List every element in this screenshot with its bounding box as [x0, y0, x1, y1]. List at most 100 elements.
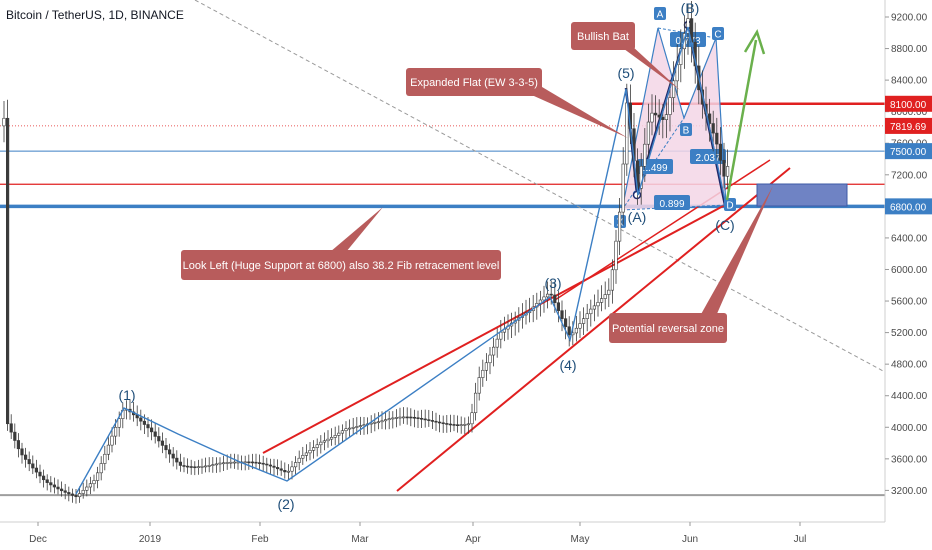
y-tick-label: 4800.00: [891, 360, 928, 371]
candle-up: [725, 166, 730, 177]
price-label-tag: [885, 117, 932, 134]
x-tick-label: 2019: [139, 534, 162, 545]
bat-point-label: C: [714, 30, 721, 41]
candle-up: [243, 461, 247, 464]
candle-up: [96, 472, 100, 481]
ratio-tag: [654, 195, 690, 210]
candle-up: [358, 425, 363, 427]
candle-up: [207, 465, 211, 467]
candle-up: [625, 102, 629, 165]
candle-down: [45, 479, 49, 483]
candle-up: [2, 117, 6, 127]
candle-down: [150, 427, 154, 433]
y-tick-label: 9200.00: [891, 13, 928, 24]
candle-up: [542, 296, 546, 301]
candle-up: [225, 462, 229, 464]
bat-point-label: D: [726, 201, 733, 212]
candle-up: [236, 461, 240, 464]
candle-down: [567, 326, 571, 336]
candle-up: [466, 423, 471, 426]
reversal-zone-callout: Potential reversal zone: [609, 186, 773, 343]
annotations: Bullish Bat Expanded Flat (EW 3-3-5) Look …: [181, 22, 848, 343]
candle-up: [639, 166, 643, 189]
bullish-bat-callout-pointer: [620, 46, 680, 90]
expanded-flat-callout-pointer: [525, 84, 628, 138]
candle-up: [473, 392, 478, 414]
y-tick-label: 5600.00: [891, 297, 928, 308]
candle-up: [308, 450, 312, 454]
x-tick-label: May: [571, 534, 590, 545]
candle-down: [711, 123, 715, 134]
candle-up: [398, 416, 402, 419]
candle-up: [574, 327, 578, 334]
candle-up: [459, 424, 463, 426]
candle-down: [16, 440, 21, 450]
candle-down: [56, 486, 60, 490]
candle-up: [78, 493, 82, 498]
candle-down: [265, 463, 269, 466]
candle-up: [326, 438, 330, 442]
candle-up: [293, 462, 298, 468]
y-tick-label: 3600.00: [891, 454, 928, 465]
candle-down: [272, 465, 276, 468]
candle-up: [394, 417, 399, 419]
candle-up: [373, 422, 377, 424]
x-tick-label: Apr: [465, 534, 481, 545]
candle-up: [545, 293, 550, 298]
candle-down: [560, 310, 564, 319]
candle-up: [340, 430, 345, 434]
candle-down: [59, 488, 64, 492]
x-tick-label: Jun: [682, 534, 698, 545]
candle-up: [686, 18, 690, 34]
candle-down: [63, 490, 67, 493]
candle-up: [499, 331, 503, 340]
candle-up: [376, 421, 381, 424]
expanded-flat-callout-box: [406, 68, 542, 96]
x-tick-label: Dec: [29, 534, 47, 545]
candle-down: [448, 423, 453, 426]
candle-down: [157, 436, 161, 442]
candle-up: [592, 305, 596, 310]
candle-down: [250, 461, 255, 464]
bat-point-marker: [712, 27, 724, 40]
candle-down: [74, 495, 78, 498]
bat-point-marker: [724, 198, 736, 211]
candle-up: [200, 466, 204, 468]
candle-up: [578, 323, 582, 329]
candle-up: [301, 455, 305, 459]
candle-down: [715, 132, 719, 145]
candle-up: [491, 346, 496, 356]
candle-up: [463, 424, 467, 426]
y-tick-label: 5200.00: [891, 328, 928, 339]
candle-down: [247, 461, 251, 464]
candle-up: [621, 163, 625, 213]
candle-down: [139, 417, 143, 422]
candle-down: [409, 416, 413, 419]
bat-point-marker: [680, 123, 692, 136]
candle-up: [401, 416, 406, 419]
candle-up: [391, 417, 395, 420]
candle-down: [153, 431, 157, 437]
reversal-zone-callout-text: Potential reversal zone: [612, 323, 724, 335]
red-trend-line-inner: [554, 159, 771, 301]
candle-down: [423, 418, 427, 421]
candle-up: [589, 308, 593, 315]
candle-down: [67, 492, 71, 495]
candle-up: [337, 432, 341, 436]
candle-down: [13, 431, 17, 441]
price-label-tag: [885, 95, 932, 112]
bullish-bat-callout: Bullish Bat: [571, 22, 680, 90]
candle-up: [585, 313, 589, 319]
candle-down: [445, 423, 449, 425]
candle-down: [653, 112, 658, 116]
candle-up: [286, 470, 291, 473]
candle-down: [452, 424, 456, 426]
price-label-tag: [885, 143, 932, 160]
candle-up: [347, 427, 352, 430]
look-left-callout-text: Look Left (Huge Support at 6800) also 38…: [183, 260, 500, 272]
bat-point-label: B: [683, 126, 690, 137]
candle-down: [279, 468, 283, 471]
candle-down: [189, 466, 193, 468]
candle-up: [211, 464, 215, 466]
